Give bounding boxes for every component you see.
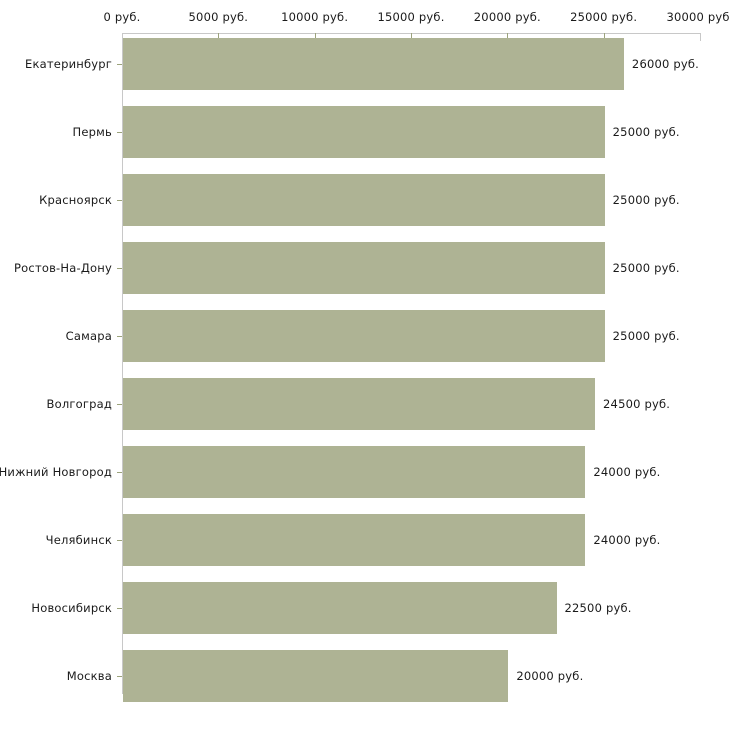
bar-value-label: 25000 руб. [612,261,680,275]
x-axis-tick [700,33,701,41]
category-label: Самара [65,329,112,343]
x-axis-tick [218,33,220,40]
bar[interactable] [123,514,586,566]
category-label-row: Самара [0,310,112,362]
y-axis-tick [117,608,122,609]
bar-value-label: 24000 руб. [593,533,661,547]
category-label-row: Красноярск [0,174,112,226]
bar[interactable] [123,378,596,430]
x-axis-tick-label: 5000 руб. [188,10,249,24]
category-label-row: Екатеринбург [0,38,112,90]
bar-row[interactable]: 25000 руб. [123,106,730,158]
x-axis-tick [411,33,412,40]
y-axis-tick [117,200,122,201]
bar-row[interactable]: 24000 руб. [123,446,730,498]
bar[interactable] [123,106,605,158]
bar-value-label: 25000 руб. [612,329,680,343]
bar[interactable] [123,650,509,702]
category-label-row: Новосибирск [0,582,112,634]
x-axis-tick-label: 30000 руб. [666,10,730,24]
category-label: Москва [66,669,112,683]
y-axis-tick [117,64,122,65]
bar[interactable] [123,446,586,498]
x-axis-tick-label: 20000 руб. [473,10,541,24]
category-label: Волгоград [46,397,112,411]
plot-area: 26000 руб. 25000 руб. 25000 руб. 25000 руб.… [123,38,723,702]
bar[interactable] [123,242,605,294]
category-label-row: Москва [0,650,112,702]
y-axis-tick [117,540,122,541]
category-label-row: Челябинск [0,514,112,566]
x-axis-tick-label: 25000 руб. [570,10,638,24]
bar[interactable] [123,582,557,634]
bar-value-label: 25000 руб. [612,125,680,139]
x-axis-tick [122,33,123,41]
x-axis-tick-label: 0 руб. [103,10,141,24]
x-axis-tick [507,33,509,40]
category-label-row: Ростов-На-Дону [0,242,112,294]
category-label: Красноярск [39,193,112,207]
y-axis-tick [117,472,122,473]
bar-row[interactable]: 25000 руб. [123,242,730,294]
bar[interactable] [123,310,605,362]
bar-row[interactable]: 22500 руб. [123,582,730,634]
bar-value-label: 20000 руб. [516,669,584,683]
bar-row[interactable]: 24000 руб. [123,514,730,566]
category-label: Нижний Новгород [0,465,112,479]
bar-row[interactable]: 26000 руб. [123,38,730,90]
category-label: Челябинск [45,533,112,547]
category-label: Новосибирск [31,601,112,615]
y-axis-tick [117,676,122,677]
y-axis-line [122,33,123,694]
bar[interactable] [123,38,624,90]
bar-value-label: 22500 руб. [564,601,632,615]
category-label-row: Пермь [0,106,112,158]
y-axis-tick [117,336,122,337]
y-axis-tick [117,268,122,269]
y-axis-tick [117,132,122,133]
category-label: Екатеринбург [25,57,112,71]
category-label: Пермь [72,125,112,139]
y-axis-tick [117,404,122,405]
bar-row[interactable]: 24500 руб. [123,378,730,430]
category-label-row: Волгоград [0,378,112,430]
bar-row[interactable]: 20000 руб. [123,650,730,702]
bar-value-label: 24000 руб. [593,465,661,479]
x-axis-tick [603,33,605,40]
category-label-row: Нижний Новгород [0,446,112,498]
category-label: Ростов-На-Дону [14,261,112,275]
bar-value-label: 25000 руб. [612,193,680,207]
x-axis-tick-label: 15000 руб. [377,10,445,24]
bar-value-label: 24500 руб. [603,397,671,411]
bar-row[interactable]: 25000 руб. [123,310,730,362]
bar-row[interactable]: 25000 руб. [123,174,730,226]
category-axis-labels: Екатеринбург Пермь Красноярск Ростов-На-Дон… [0,38,112,698]
x-axis-tick [314,33,316,40]
bar-value-label: 26000 руб. [631,57,700,71]
x-axis-tick-label: 10000 руб. [281,10,349,24]
bar[interactable] [123,174,605,226]
